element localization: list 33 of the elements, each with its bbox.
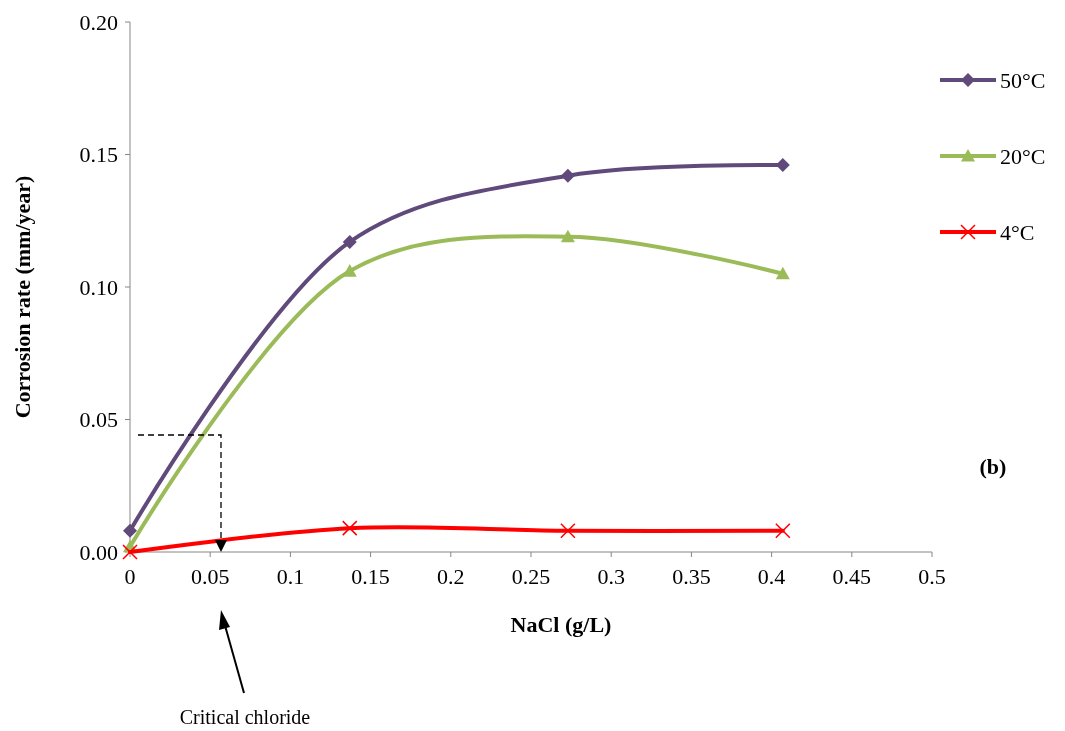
y-tick-label: 0.15 bbox=[79, 142, 118, 168]
x-tick-label: 0.15 bbox=[351, 564, 390, 589]
x-tick-label: 0.05 bbox=[190, 564, 230, 589]
x-tick-label: 0.2 bbox=[437, 564, 465, 589]
x-tick-label: 0.35 bbox=[672, 564, 711, 589]
point bbox=[342, 520, 358, 536]
point bbox=[775, 523, 791, 539]
point bbox=[342, 264, 357, 277]
legend-label: 50°C bbox=[1000, 67, 1046, 93]
point bbox=[560, 229, 575, 243]
point bbox=[560, 168, 575, 183]
x-tick-label: 0.25 bbox=[511, 564, 551, 589]
x-tick-label: 0.5 bbox=[918, 564, 946, 589]
x-tick-label: 0.4 bbox=[757, 564, 786, 589]
point bbox=[560, 523, 576, 539]
y-tick-label: 0.00 bbox=[79, 539, 118, 565]
point bbox=[775, 266, 790, 280]
x-tick-label: 0 bbox=[124, 564, 136, 589]
text: Critical chloride bbox=[179, 706, 311, 728]
x-axis-title: NaCl (g/L) bbox=[510, 612, 612, 637]
x-tick-label: 0.3 bbox=[597, 564, 625, 589]
legend-label: 4°C bbox=[1000, 219, 1035, 245]
legend-label: 20°C bbox=[1000, 143, 1046, 169]
y-tick-label: 0.20 bbox=[79, 9, 118, 35]
y-tick-label: 0.10 bbox=[79, 274, 118, 300]
point bbox=[123, 523, 137, 538]
text: (b) bbox=[979, 454, 1007, 479]
y-axis-title: Corrosion rate (mm/year) bbox=[10, 175, 35, 419]
point bbox=[122, 544, 138, 560]
y-tick-label: 0.05 bbox=[79, 407, 118, 433]
x-tick-label: 0.1 bbox=[276, 564, 305, 589]
x-tick-label: 0.45 bbox=[832, 564, 872, 589]
point bbox=[342, 234, 357, 249]
